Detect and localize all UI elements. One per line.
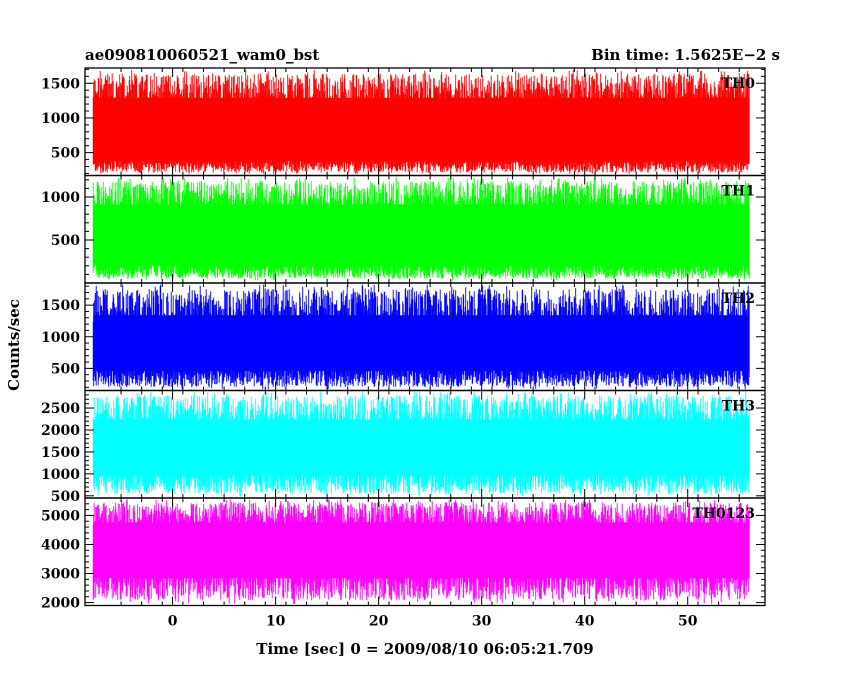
series-line-th1 (92, 177, 750, 281)
x-tick-label: 40 (575, 614, 595, 630)
y-tick-label: 1500 (41, 445, 80, 461)
y-axis-title: Counts/sec (5, 299, 23, 391)
y-tick-label: 1000 (41, 111, 80, 127)
y-tick-label: 1000 (41, 190, 80, 206)
series-line-th3 (92, 391, 750, 497)
y-tick-label: 500 (51, 489, 80, 505)
panel-label: TH0 (722, 76, 756, 92)
y-tick-label: 2000 (41, 596, 80, 612)
y-tick-label: 2000 (41, 423, 80, 439)
y-tick-label: 500 (51, 361, 80, 377)
panel-label: TH2 (722, 291, 755, 307)
y-tick-label: 4000 (41, 537, 80, 553)
panel-th0123: 2000 3000 4000 5000 TH0123 0 10 20 30 40 50 (41, 497, 766, 630)
y-tick-label: 5000 (41, 508, 80, 524)
panel-label: TH0123 (692, 506, 755, 522)
panel-th3: 500 1000 1500 2000 2500 TH3 (41, 389, 766, 505)
y-tick-label: 3000 (41, 567, 80, 583)
y-tick-label: 1000 (41, 330, 80, 346)
panel-th1: 500 1000 TH1 (41, 174, 766, 284)
panel-label: TH3 (722, 399, 755, 415)
x-axis-title: Time [sec] 0 = 2009/08/10 06:05:21.709 (256, 640, 593, 658)
series-line-th0123 (92, 499, 750, 604)
x-tick-label: 30 (472, 614, 492, 630)
x-tick-label: 50 (678, 614, 698, 630)
series-line-th2 (92, 284, 750, 390)
panel-th0: 500 1000 1500 TH0 (41, 67, 766, 177)
y-tick-label: 500 (51, 233, 80, 249)
panel-th2: 500 1000 1500 TH2 (41, 282, 766, 392)
panel-label: TH1 (722, 184, 755, 200)
chart-title-right: Bin time: 1.5625E−2 s (591, 46, 780, 64)
x-tick-label: 20 (369, 614, 389, 630)
series-line-th0 (92, 69, 750, 175)
y-tick-label: 2500 (41, 401, 80, 417)
y-tick-label: 1500 (41, 298, 80, 314)
chart-title-left: ae090810060521_wam0_bst (85, 46, 319, 64)
y-tick-label: 500 (51, 146, 80, 162)
panel-frame (84, 497, 766, 607)
y-tick-label: 1500 (41, 76, 80, 92)
x-tick-label: 0 (168, 614, 178, 630)
x-tick-label: 10 (266, 614, 286, 630)
y-tick-label: 1000 (41, 467, 80, 483)
